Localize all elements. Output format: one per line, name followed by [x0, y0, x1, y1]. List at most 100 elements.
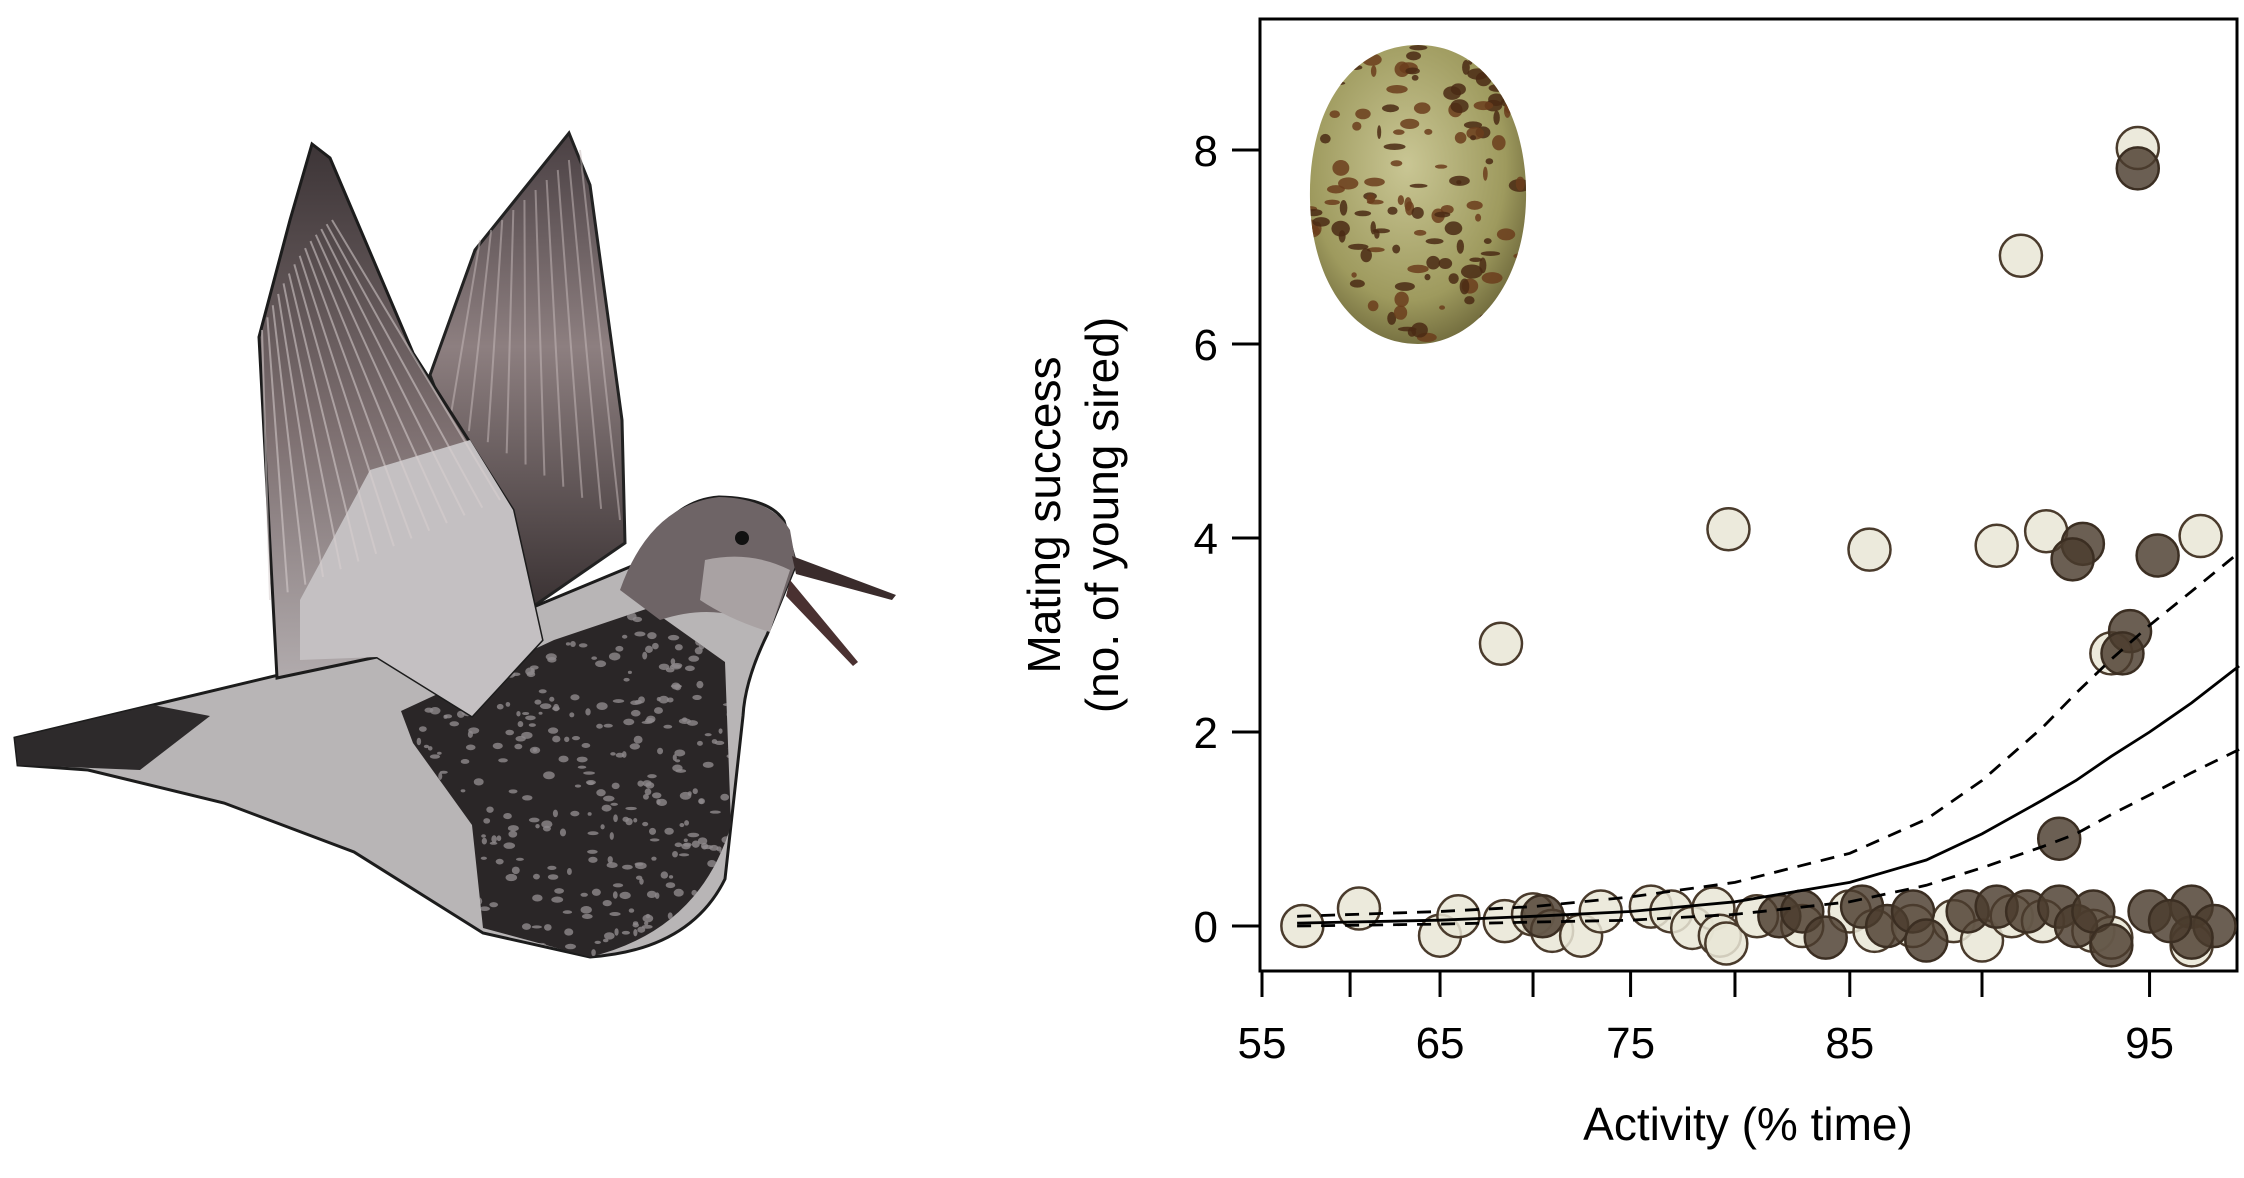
- feather-line: [523, 199, 527, 465]
- egg-spot: [1325, 304, 1335, 320]
- speckle: [516, 711, 521, 717]
- feather-line: [304, 247, 413, 539]
- speckle: [704, 733, 712, 737]
- speckle: [486, 806, 494, 813]
- egg-spot: [1496, 228, 1516, 241]
- speckle: [612, 883, 624, 888]
- feather-line: [556, 169, 584, 498]
- speckle: [564, 943, 577, 950]
- x-axis: 55 65 75 85 95: [1238, 971, 2174, 1068]
- data-point-light: [1847, 527, 1892, 572]
- feather-line: [486, 219, 504, 443]
- speckle: [570, 640, 576, 647]
- egg-spot: [1498, 323, 1511, 335]
- y-axis-label-line2: (no. of young sired): [1076, 317, 1128, 713]
- egg-spot: [1323, 55, 1334, 62]
- speckle: [569, 712, 575, 718]
- egg-spot: [1475, 213, 1482, 222]
- egg-spot: [1434, 211, 1451, 218]
- egg-spot: [1444, 221, 1463, 236]
- egg-spot: [1355, 108, 1371, 120]
- speckle: [427, 746, 433, 751]
- egg-spot: [1411, 322, 1428, 338]
- egg-spot: [1460, 264, 1483, 279]
- speckle: [423, 744, 430, 749]
- speckle: [683, 838, 688, 843]
- speckle: [671, 682, 681, 690]
- speckle: [679, 791, 692, 800]
- speckle: [473, 778, 484, 786]
- speckle: [646, 890, 657, 899]
- egg-spot: [1515, 176, 1525, 191]
- egg-spot: [1434, 164, 1448, 169]
- speckle: [603, 795, 615, 802]
- speckle: [594, 940, 601, 944]
- speckle: [595, 660, 607, 668]
- egg-spot: [1352, 121, 1362, 131]
- speckle: [609, 911, 621, 916]
- egg-spot: [1334, 340, 1352, 344]
- feather-line: [282, 283, 342, 570]
- speckle: [583, 771, 596, 775]
- speckle: [538, 689, 547, 694]
- speckle: [603, 723, 613, 728]
- speckle: [651, 856, 657, 861]
- speckle: [578, 643, 588, 648]
- lower-beak: [786, 580, 858, 666]
- speckle: [552, 735, 561, 743]
- y-axis-label-line1: Mating success: [1018, 356, 1070, 673]
- speckle: [552, 809, 558, 818]
- speckle: [587, 831, 599, 836]
- speckle: [585, 780, 596, 785]
- egg-spot: [1485, 158, 1494, 165]
- egg-spot: [1456, 239, 1464, 254]
- x-tick-label: 75: [1606, 1019, 1655, 1068]
- speckle: [672, 754, 677, 762]
- egg-spot: [1370, 221, 1376, 235]
- egg-spot: [1413, 102, 1431, 114]
- speckle: [649, 838, 660, 842]
- feather-line: [467, 229, 493, 432]
- speckle: [684, 665, 695, 672]
- speckle: [621, 930, 630, 935]
- bird-eye: [735, 531, 749, 545]
- speckle: [548, 727, 559, 734]
- speckle: [642, 821, 649, 827]
- egg-spot: [1377, 125, 1382, 140]
- egg-spot: [1404, 197, 1412, 211]
- speckle: [570, 694, 580, 701]
- speckle: [534, 699, 542, 705]
- speckle: [591, 888, 601, 896]
- egg-spot: [1467, 68, 1489, 80]
- egg-spot: [1469, 257, 1483, 263]
- speckle: [551, 896, 564, 903]
- egg-spot: [1465, 45, 1475, 57]
- speckle: [531, 925, 542, 929]
- speckle: [505, 701, 511, 707]
- speckle: [581, 742, 591, 749]
- speckle: [687, 832, 700, 838]
- data-point-light: [1706, 507, 1751, 552]
- speckle: [547, 865, 557, 871]
- egg-spot: [1394, 61, 1410, 78]
- speckle: [489, 902, 499, 908]
- speckle: [716, 846, 722, 852]
- speckle: [498, 758, 508, 763]
- speckle: [600, 824, 605, 830]
- speckle: [692, 788, 698, 795]
- feather-line: [309, 240, 431, 532]
- egg-spot: [1383, 143, 1406, 150]
- underwing-pale: [300, 440, 542, 716]
- tail: [15, 705, 210, 770]
- egg-spot: [1387, 311, 1397, 325]
- speckle: [674, 644, 683, 651]
- speckle: [580, 906, 592, 914]
- speckle: [684, 820, 690, 826]
- speckle: [681, 843, 691, 850]
- speckle: [596, 789, 606, 797]
- egg-spot: [1362, 53, 1382, 66]
- egg-spot: [1493, 110, 1500, 125]
- egg-inset: [1309, 45, 1527, 344]
- speckle: [564, 928, 574, 936]
- speckle: [580, 892, 588, 897]
